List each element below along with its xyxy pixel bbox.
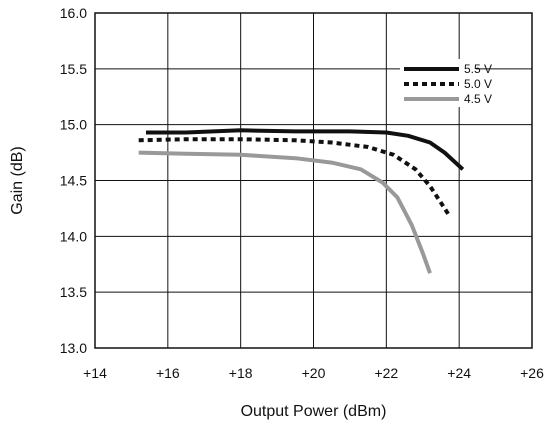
legend-label: 4.5 V bbox=[464, 92, 492, 106]
y-tick-label: 14.5 bbox=[60, 173, 87, 189]
y-tick-label: 15.5 bbox=[60, 61, 87, 77]
y-tick-label: 16.0 bbox=[60, 5, 87, 21]
series-line-2 bbox=[138, 137, 450, 216]
x-tick-label: +14 bbox=[83, 365, 107, 381]
x-tick-label: +24 bbox=[447, 365, 471, 381]
y-tick-label: 13.5 bbox=[60, 284, 87, 300]
x-tick-label: +16 bbox=[156, 365, 180, 381]
series-line-1 bbox=[146, 128, 465, 171]
x-axis-title: Output Power (dBm) bbox=[241, 403, 387, 420]
y-tick-label: 13.0 bbox=[60, 340, 87, 356]
legend-label: 5.0 V bbox=[464, 77, 492, 91]
x-tick-label: +26 bbox=[520, 365, 544, 381]
series-lines bbox=[138, 128, 465, 274]
y-tick-label: 14.0 bbox=[60, 228, 87, 244]
x-tick-label: +20 bbox=[302, 365, 326, 381]
tick-labels: +14 +16 +18 +20 +22 +24 +26 13.0 13.5 14.0 14.5 15.… bbox=[60, 5, 544, 381]
series-line-3 bbox=[138, 150, 432, 274]
legend: 5.5 V5.0 V4.5 V bbox=[400, 59, 492, 107]
y-axis-title: Gain (dB) bbox=[9, 146, 26, 214]
x-tick-label: +22 bbox=[374, 365, 398, 381]
plot-frame bbox=[94, 12, 533, 349]
x-tick-label: +18 bbox=[229, 365, 253, 381]
legend-label: 5.5 V bbox=[464, 62, 492, 76]
y-tick-label: 15.0 bbox=[60, 117, 87, 133]
